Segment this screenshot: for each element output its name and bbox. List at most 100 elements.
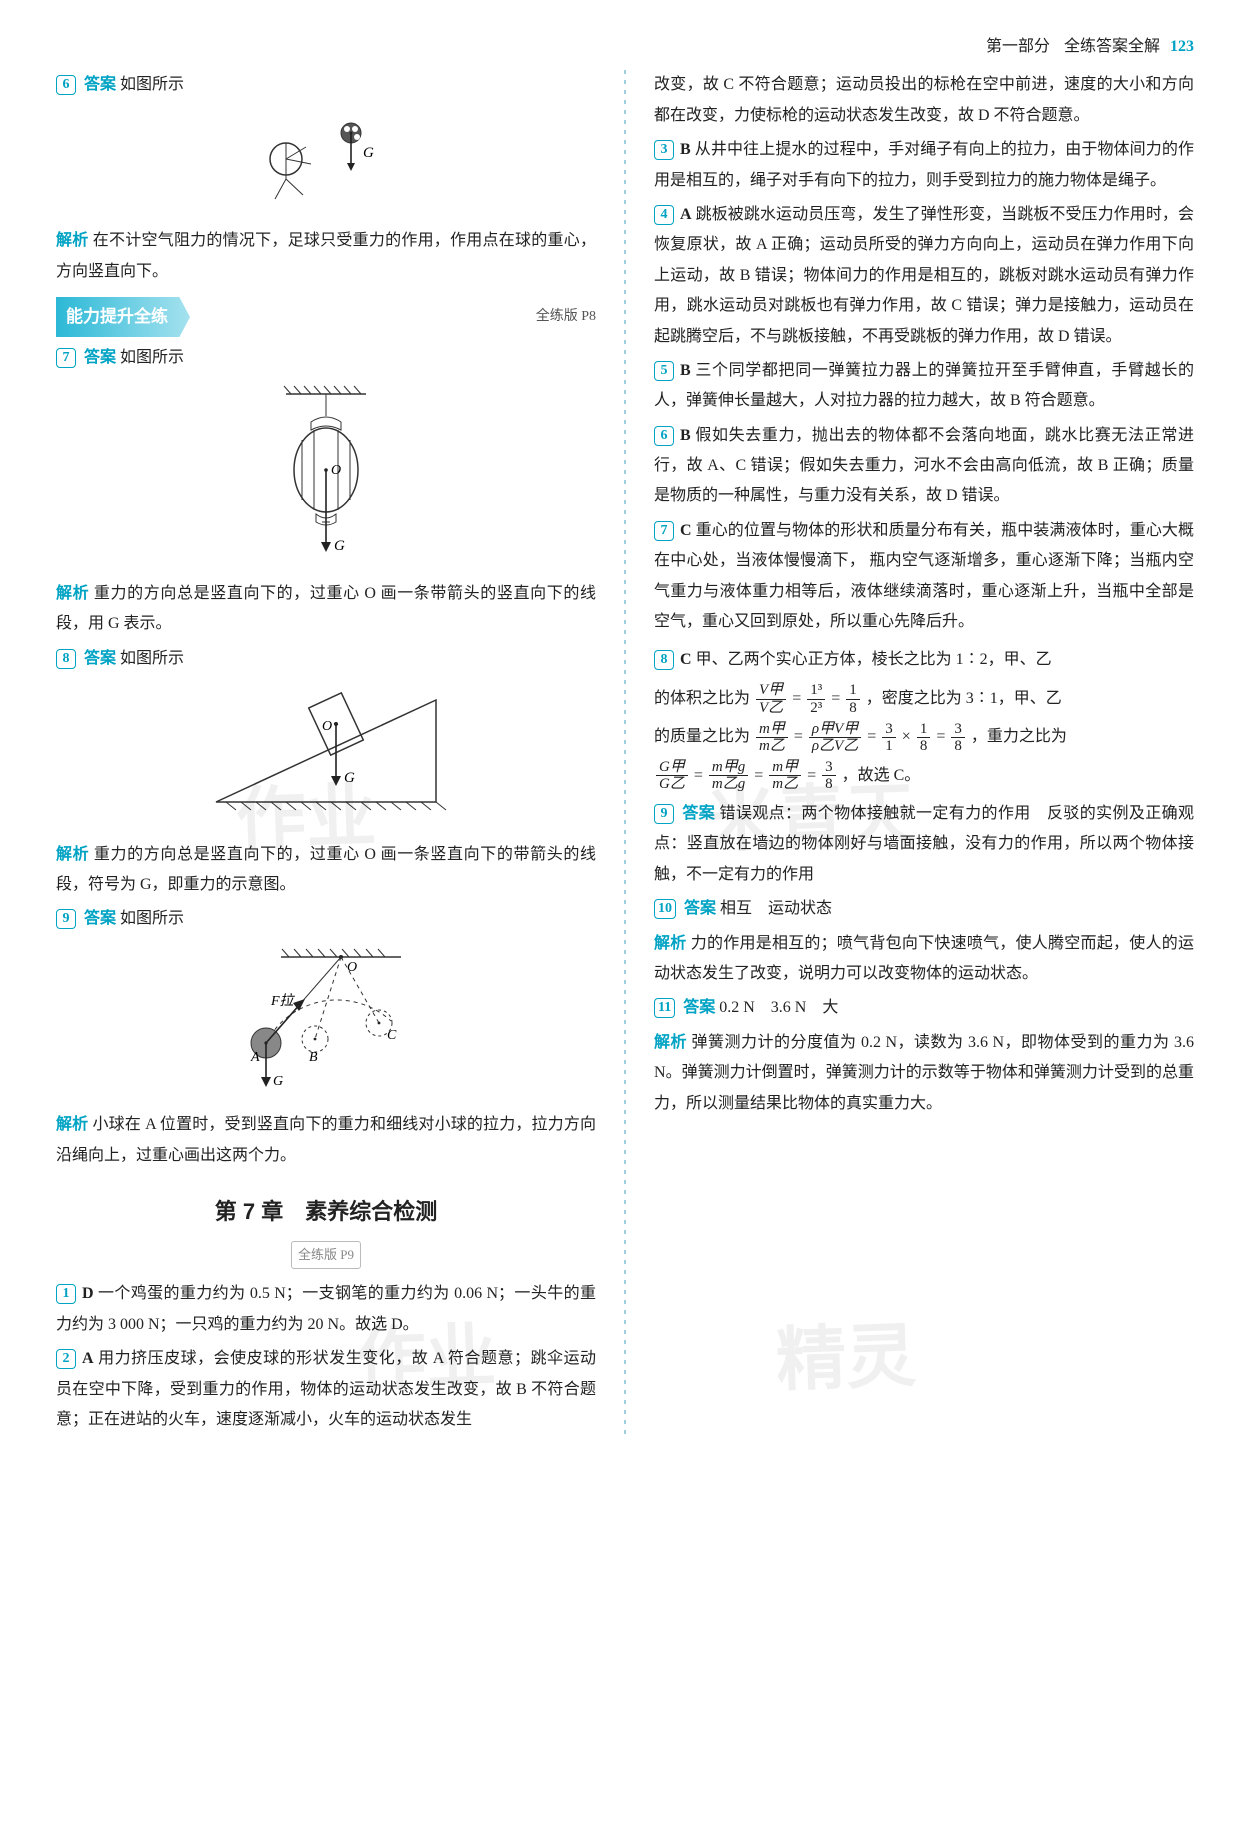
fig9-C: C bbox=[387, 1028, 397, 1043]
explain-10: 力的作用是相互的；喷气背包向下快速喷气，使人腾空而起，使人的运动状态发生了改变，… bbox=[654, 935, 1194, 982]
entry-ch7-1: 1D 一个鸡蛋的重力约为 0.5 N；一支钢笔的重力约为 0.06 N；一头牛的… bbox=[56, 1279, 596, 1340]
text-2-cont: 改变，故 C 不符合题意；运动员投出的标枪在空中前进，速度的大小和方向都在改变，… bbox=[654, 76, 1194, 123]
ans-text: 如图所示 bbox=[120, 650, 184, 667]
qnum-4: 4 bbox=[654, 205, 674, 225]
ans-label: 答案 bbox=[682, 805, 715, 822]
entry-r6: 6B 假如失去重力，抛出去的物体都不会落向地面，跳水比赛无法正常进行，故 A、C… bbox=[654, 421, 1194, 512]
page-header: 第一部分 全练答案全解 123 bbox=[56, 32, 1194, 62]
explain-text: 在不计空气阻力的情况下，足球只受重力的作用，作用点在球的重心，方向竖直向下。 bbox=[56, 232, 596, 279]
text-9r: 错误观点：两个物体接触就一定有力的作用 反驳的实例及正确观点：竖直放在墙边的物体… bbox=[654, 805, 1194, 883]
entry-7-explain: 解析 重力的方向总是竖直向下的，过重心 O 画一条带箭头的竖直向下的线段，用 G… bbox=[56, 579, 596, 640]
explain-11: 弹簧测力计的分度值为 0.2 N，读数为 3.6 N，即物体受到的重力为 3.6… bbox=[654, 1034, 1194, 1112]
choice-2: A bbox=[82, 1350, 94, 1367]
frac-vol-3: 18 bbox=[846, 682, 860, 716]
entry-6-explain: 解析 在不计空气阻力的情况下，足球只受重力的作用，作用点在球的重心，方向竖直向下… bbox=[56, 226, 596, 287]
frac-mass-4: 18 bbox=[917, 721, 931, 755]
text-6r: 假如失去重力，抛出去的物体都不会落向地面，跳水比赛无法正常进行，故 A、C 错误… bbox=[654, 427, 1194, 505]
frac-mass-5: 38 bbox=[951, 721, 965, 755]
fig8-svg: O G bbox=[196, 682, 456, 822]
section-pageref: 全练版 P8 bbox=[536, 304, 596, 331]
entry-9-explain: 解析 小球在 A 位置时，受到竖直向下的重力和细线对小球的拉力，拉力方向沿绳向上… bbox=[56, 1110, 596, 1171]
qnum-7r: 7 bbox=[654, 521, 674, 541]
qnum-10: 10 bbox=[654, 899, 676, 919]
entry-9: 9 答案 如图所示 bbox=[56, 904, 596, 934]
fig8-O: O bbox=[322, 719, 332, 734]
qnum-8: 8 bbox=[56, 649, 76, 669]
qnum-9: 9 bbox=[56, 909, 76, 929]
qnum-1: 1 bbox=[56, 1284, 76, 1304]
explain-label: 解析 bbox=[56, 585, 89, 602]
entry-r9: 9 答案 错误观点：两个物体接触就一定有力的作用 反驳的实例及正确观点：竖直放在… bbox=[654, 799, 1194, 890]
frac-vol: V甲V乙 bbox=[756, 682, 786, 716]
frac-mass-2: ρ甲V甲ρ乙V乙 bbox=[809, 721, 861, 755]
ans-text-11: 0.2 N 3.6 N 大 bbox=[719, 999, 838, 1016]
fig7-G: G bbox=[334, 538, 345, 554]
section-label: 能力提升全练 bbox=[56, 297, 190, 337]
right-column: 改变，故 C 不符合题意；运动员投出的标枪在空中前进，速度的大小和方向都在改变，… bbox=[654, 70, 1194, 1439]
qnum-5: 5 bbox=[654, 361, 674, 381]
text-8r-l3b: ，故选 C。 bbox=[842, 767, 921, 784]
entry-7: 7 答案 如图所示 bbox=[56, 343, 596, 373]
explain-label: 解析 bbox=[654, 1034, 687, 1051]
explain-text: 重力的方向总是竖直向下的，过重心 O 画一条竖直向下的带箭头的线段，符号为 G，… bbox=[56, 846, 596, 893]
chapter-title: 第 7 章 素养综合检测 bbox=[56, 1191, 596, 1233]
section-ability: 能力提升全练 全练版 P8 bbox=[56, 297, 596, 337]
qnum-3: 3 bbox=[654, 140, 674, 160]
qnum-7: 7 bbox=[56, 348, 76, 368]
fig7-O: O bbox=[331, 463, 341, 478]
frac-grav-4: 38 bbox=[822, 759, 836, 793]
figure-8: O G bbox=[56, 682, 596, 833]
fig9-F: F拉 bbox=[270, 993, 296, 1009]
fig9-svg: O F拉 A G B C bbox=[211, 943, 441, 1093]
entry-r10-explain: 解析 力的作用是相互的；喷气背包向下快速喷气，使人腾空而起，使人的运动状态发生了… bbox=[654, 929, 1194, 990]
choice-7r: C bbox=[680, 522, 692, 539]
ans-label: 答案 bbox=[84, 76, 116, 93]
figure-6: G bbox=[56, 109, 596, 220]
choice-3: B bbox=[680, 141, 691, 158]
text-8r-l2a: 的质量之比为 bbox=[654, 728, 750, 745]
entry-r7: 7C 重心的位置与物体的形状和质量分布有关，瓶中装满液体时，重心大概在中心处，当… bbox=[654, 516, 1194, 638]
choice-4: A bbox=[680, 206, 692, 223]
text-7r: 重心的位置与物体的形状和质量分布有关，瓶中装满液体时，重心大概在中心处，当液体慢… bbox=[654, 522, 1194, 630]
entry-ch7-2: 2A 用力挤压皮球，会使皮球的形状发生变化，故 A 符合题意；跳伞运动员在空中下… bbox=[56, 1344, 596, 1435]
qnum-11: 11 bbox=[654, 998, 675, 1018]
text-8r-l2b: ，重力之比为 bbox=[971, 728, 1067, 745]
explain-label: 解析 bbox=[56, 846, 89, 863]
entry-8-explain: 解析 重力的方向总是竖直向下的，过重心 O 画一条竖直向下的带箭头的线段，符号为… bbox=[56, 840, 596, 901]
ans-label: 答案 bbox=[84, 650, 116, 667]
explain-text: 小球在 A 位置时，受到竖直向下的重力和细线对小球的拉力，拉力方向沿绳向上，过重… bbox=[56, 1116, 596, 1163]
qnum-6r: 6 bbox=[654, 426, 674, 446]
fig9-O: O bbox=[347, 960, 357, 975]
explain-label: 解析 bbox=[56, 1116, 88, 1133]
figure-9: O F拉 A G B C bbox=[56, 943, 596, 1104]
entry-r3: 3B 从井中往上提水的过程中，手对绳子有向上的拉力，由于物体间力的作用是相互的，… bbox=[654, 135, 1194, 196]
entry-8: 8 答案 如图所示 bbox=[56, 644, 596, 674]
entry-r10: 10 答案 相互 运动状态 bbox=[654, 894, 1194, 924]
entry-r11-explain: 解析 弹簧测力计的分度值为 0.2 N，读数为 3.6 N，即物体受到的重力为 … bbox=[654, 1028, 1194, 1119]
fig6-svg: G bbox=[251, 109, 401, 209]
header-section: 全练答案全解 bbox=[1064, 38, 1160, 55]
choice-8r: C bbox=[680, 651, 692, 668]
explain-label: 解析 bbox=[654, 935, 686, 952]
choice-1: D bbox=[82, 1285, 94, 1302]
qnum-6: 6 bbox=[56, 75, 76, 95]
fig8-G: G bbox=[344, 770, 355, 786]
entry-r5: 5B 三个同学都把同一弹簧拉力器上的弹簧拉开至手臂伸直，手臂越长的人，弹簧伸长量… bbox=[654, 356, 1194, 417]
frac-mass: m甲m乙 bbox=[756, 721, 788, 755]
text-3: 从井中往上提水的过程中，手对绳子有向上的拉力，由于物体间力的作用是相互的，绳子对… bbox=[654, 141, 1194, 188]
ans-text: 如图所示 bbox=[120, 910, 184, 927]
frac-grav-2: m甲gm乙g bbox=[709, 759, 748, 793]
text-8r-intro: 甲、乙两个实心正方体，棱长之比为 1∶2，甲、乙 bbox=[696, 651, 1052, 668]
text-5: 三个同学都把同一弹簧拉力器上的弹簧拉开至手臂伸直，手臂越长的人，弹簧伸长量越大，… bbox=[654, 362, 1194, 409]
text-8r-l1b: ，密度之比为 3∶1，甲、乙 bbox=[866, 690, 1062, 707]
fig9-A: A bbox=[250, 1050, 260, 1065]
fig9-B: B bbox=[309, 1050, 318, 1065]
page-number: 123 bbox=[1170, 38, 1194, 55]
ans-label: 答案 bbox=[684, 900, 716, 917]
text-4: 跳板被跳水运动员压弯，发生了弹性形变，当跳板不受压力作用时，会恢复原状，故 A … bbox=[654, 206, 1194, 345]
left-column: 6 答案 如图所示 G 解析 在不 bbox=[56, 70, 596, 1439]
explain-text: 重力的方向总是竖直向下的，过重心 O 画一条带箭头的竖直向下的线段，用 G 表示… bbox=[56, 585, 596, 632]
frac-grav: G甲G乙 bbox=[656, 759, 688, 793]
qnum-9r: 9 bbox=[654, 804, 674, 824]
column-divider bbox=[624, 70, 626, 1439]
